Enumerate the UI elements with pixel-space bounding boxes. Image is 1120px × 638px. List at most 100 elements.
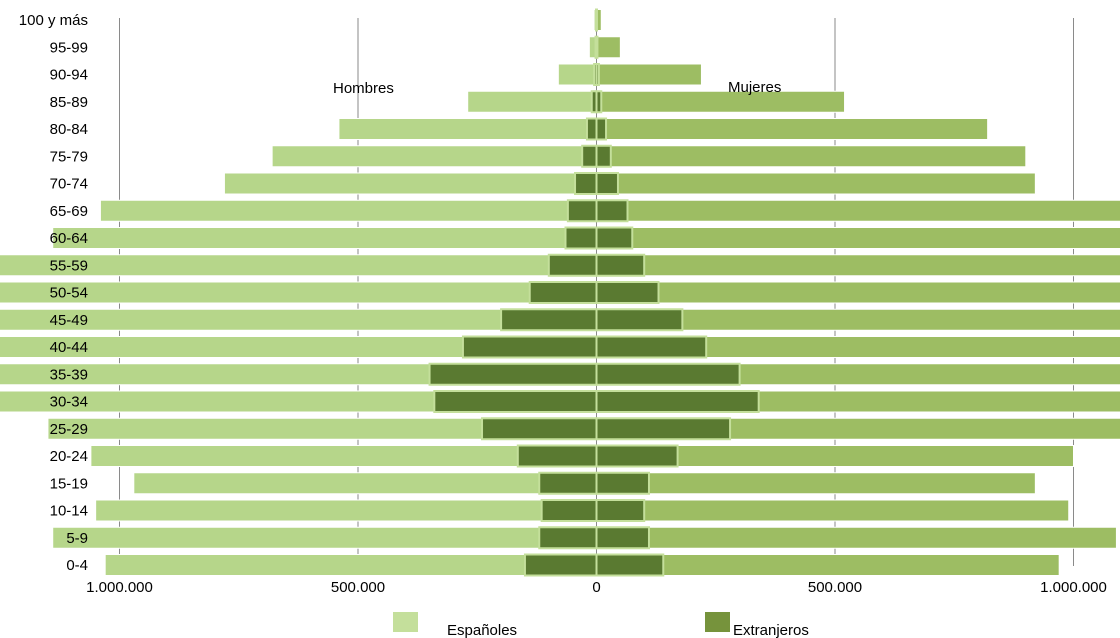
bar-hombres-extranjeros-45-49: [500, 308, 598, 332]
bar-hombres-extranjeros-60-64: [564, 226, 598, 250]
legend-label-espanoles: Españoles: [447, 622, 517, 638]
y-tick-label: 10-14: [50, 503, 88, 520]
bar-hombres-extranjeros-50-54: [528, 281, 598, 304]
x-axis-ticks: 2.000.0001.500.0001.000.000500.0000500.0…: [86, 579, 1107, 596]
bar-hombres-extranjeros-20-24: [516, 444, 598, 468]
y-tick-label: 95-99: [50, 39, 88, 56]
y-axis-ticks: 0-4 5-9 10-14 15-19 20-24 25-29 30-34 35-39 40-4…: [19, 12, 88, 574]
y-tick-label: 20-24: [50, 448, 88, 465]
x-tick-label: 500.000: [331, 579, 385, 596]
x-tick-label: 1.000.000: [1040, 579, 1107, 596]
bar-hombres-extranjeros-35-39: [428, 362, 598, 386]
bar-mujeres-extranjeros-20-24: [595, 444, 679, 468]
bar-hombres-espanoles-5-9: [52, 526, 598, 549]
bar-mujeres-espanoles-5-9: [596, 526, 1117, 549]
bar-mujeres-extranjeros-80-84: [595, 117, 608, 141]
bar-hombres-extranjeros-10-14: [540, 499, 598, 522]
bar-mujeres-espanoles-70-74: [596, 172, 1036, 195]
y-tick-label: 45-49: [50, 312, 88, 329]
bar-hombres-espanoles-75-79: [271, 145, 597, 168]
bar-mujeres-espanoles-90-94: [596, 63, 702, 86]
x-tick-label: 1.000.000: [86, 579, 153, 596]
bar-hombres-espanoles-10-14: [95, 499, 598, 522]
y-tick-label: 65-69: [50, 203, 88, 220]
bar-mujeres-extranjeros-35-39: [595, 362, 741, 386]
legend-swatch-extranjeros: [705, 612, 730, 632]
y-tick-label: 100 y más: [19, 12, 88, 29]
y-tick-label: 25-29: [50, 421, 88, 438]
bar-mujeres-extranjeros-10-14: [595, 499, 646, 522]
y-tick-label: 30-34: [50, 394, 88, 411]
bar-mujeres-extranjeros-95-99: [595, 35, 599, 59]
bar-hombres-extranjeros-65-69: [566, 199, 598, 223]
x-tick-label: 500.000: [808, 579, 862, 596]
y-tick-label: 50-54: [50, 285, 88, 302]
bar-mujeres-espanoles-15-19: [596, 472, 1036, 495]
bar-mujeres-extranjeros-15-19: [595, 471, 650, 495]
legend: Españoles Extranjeros: [393, 612, 809, 638]
bar-hombres-espanoles-0-4: [104, 554, 597, 576]
bar-mujeres-espanoles-95-99: [596, 36, 621, 59]
bar-mujeres-extranjeros-75-79: [595, 144, 612, 168]
annotation-hombres: Hombres: [333, 80, 394, 97]
y-tick-label: 40-44: [50, 339, 88, 356]
bar-mujeres-espanoles-85-89: [596, 90, 846, 113]
bar-mujeres-espanoles-50-54: [596, 281, 1120, 304]
bar-hombres-espanoles-80-84: [338, 118, 597, 140]
bar-hombres-extranjeros-80-84: [585, 117, 598, 141]
legend-swatch-espanoles: [393, 612, 418, 632]
bar-hombres-extranjeros-15-19: [538, 471, 598, 495]
x-tick-label: 0: [592, 579, 600, 596]
y-tick-label: 70-74: [50, 176, 88, 193]
bar-mujeres-espanoles-75-79: [596, 145, 1027, 168]
legend-label-extranjeros: Extranjeros: [733, 622, 809, 638]
bar-hombres-espanoles-50-54: [0, 281, 597, 304]
bar-mujeres-extranjeros-65-69: [595, 199, 629, 223]
y-tick-label: 90-94: [50, 67, 88, 84]
bar-mujeres-espanoles-0-4: [596, 554, 1060, 576]
bars: [0, 8, 1120, 577]
bar-hombres-extranjeros-70-74: [574, 172, 598, 195]
bar-hombres-espanoles-65-69: [99, 199, 597, 222]
bar-mujeres-extranjeros-25-29: [595, 417, 732, 441]
bar-hombres-extranjeros-55-59: [547, 253, 598, 277]
annotation-mujeres: Mujeres: [728, 79, 781, 96]
bar-mujeres-extranjeros-5-9: [595, 526, 650, 550]
bar-mujeres-extranjeros-40-44: [595, 335, 708, 359]
y-tick-label: 35-39: [50, 366, 88, 383]
bar-mujeres-extranjeros-85-89: [595, 90, 603, 114]
bar-mujeres-extranjeros-50-54: [595, 281, 660, 304]
bar-mujeres-espanoles-60-64: [596, 227, 1120, 249]
bar-mujeres-extranjeros-60-64: [595, 226, 634, 250]
bar-mujeres-espanoles-80-84: [596, 118, 989, 140]
bar-hombres-extranjeros-30-34: [433, 390, 598, 413]
bar-hombres-extranjeros-75-79: [581, 144, 598, 168]
bar-hombres-extranjeros-5-9: [538, 526, 598, 550]
bar-mujeres-extranjeros-45-49: [595, 308, 684, 332]
bar-mujeres-extranjeros-0-4: [595, 553, 665, 577]
bar-hombres-espanoles-55-59: [0, 254, 598, 277]
bar-hombres-espanoles-85-89: [467, 90, 597, 113]
bar-hombres-extranjeros-25-29: [481, 417, 598, 441]
y-tick-label: 55-59: [50, 257, 88, 274]
bar-hombres-espanoles-15-19: [133, 472, 597, 495]
bar-mujeres-extranjeros-70-74: [595, 172, 619, 195]
bar-hombres-extranjeros-0-4: [523, 553, 598, 577]
y-tick-label: 60-64: [50, 230, 88, 247]
bar-mujeres-espanoles-55-59: [596, 254, 1120, 277]
bar-mujeres-espanoles-65-69: [596, 199, 1120, 222]
y-tick-label: 80-84: [50, 121, 88, 138]
bar-mujeres-extranjeros-55-59: [595, 253, 646, 277]
y-tick-label: 0-4: [66, 557, 88, 574]
bar-mujeres-extranjeros-90-94: [595, 63, 600, 86]
y-tick-label: 15-19: [50, 475, 88, 492]
y-tick-label: 75-79: [50, 148, 88, 165]
bar-hombres-espanoles-70-74: [223, 172, 597, 195]
bar-hombres-extranjeros-40-44: [461, 335, 598, 359]
bar-hombres-espanoles-90-94: [557, 63, 598, 86]
bar-mujeres-extranjeros-30-34: [595, 390, 760, 413]
y-tick-label: 5-9: [66, 530, 88, 547]
bar-mujeres-espanoles-10-14: [596, 499, 1070, 522]
bar-hombres-espanoles-60-64: [52, 227, 598, 249]
